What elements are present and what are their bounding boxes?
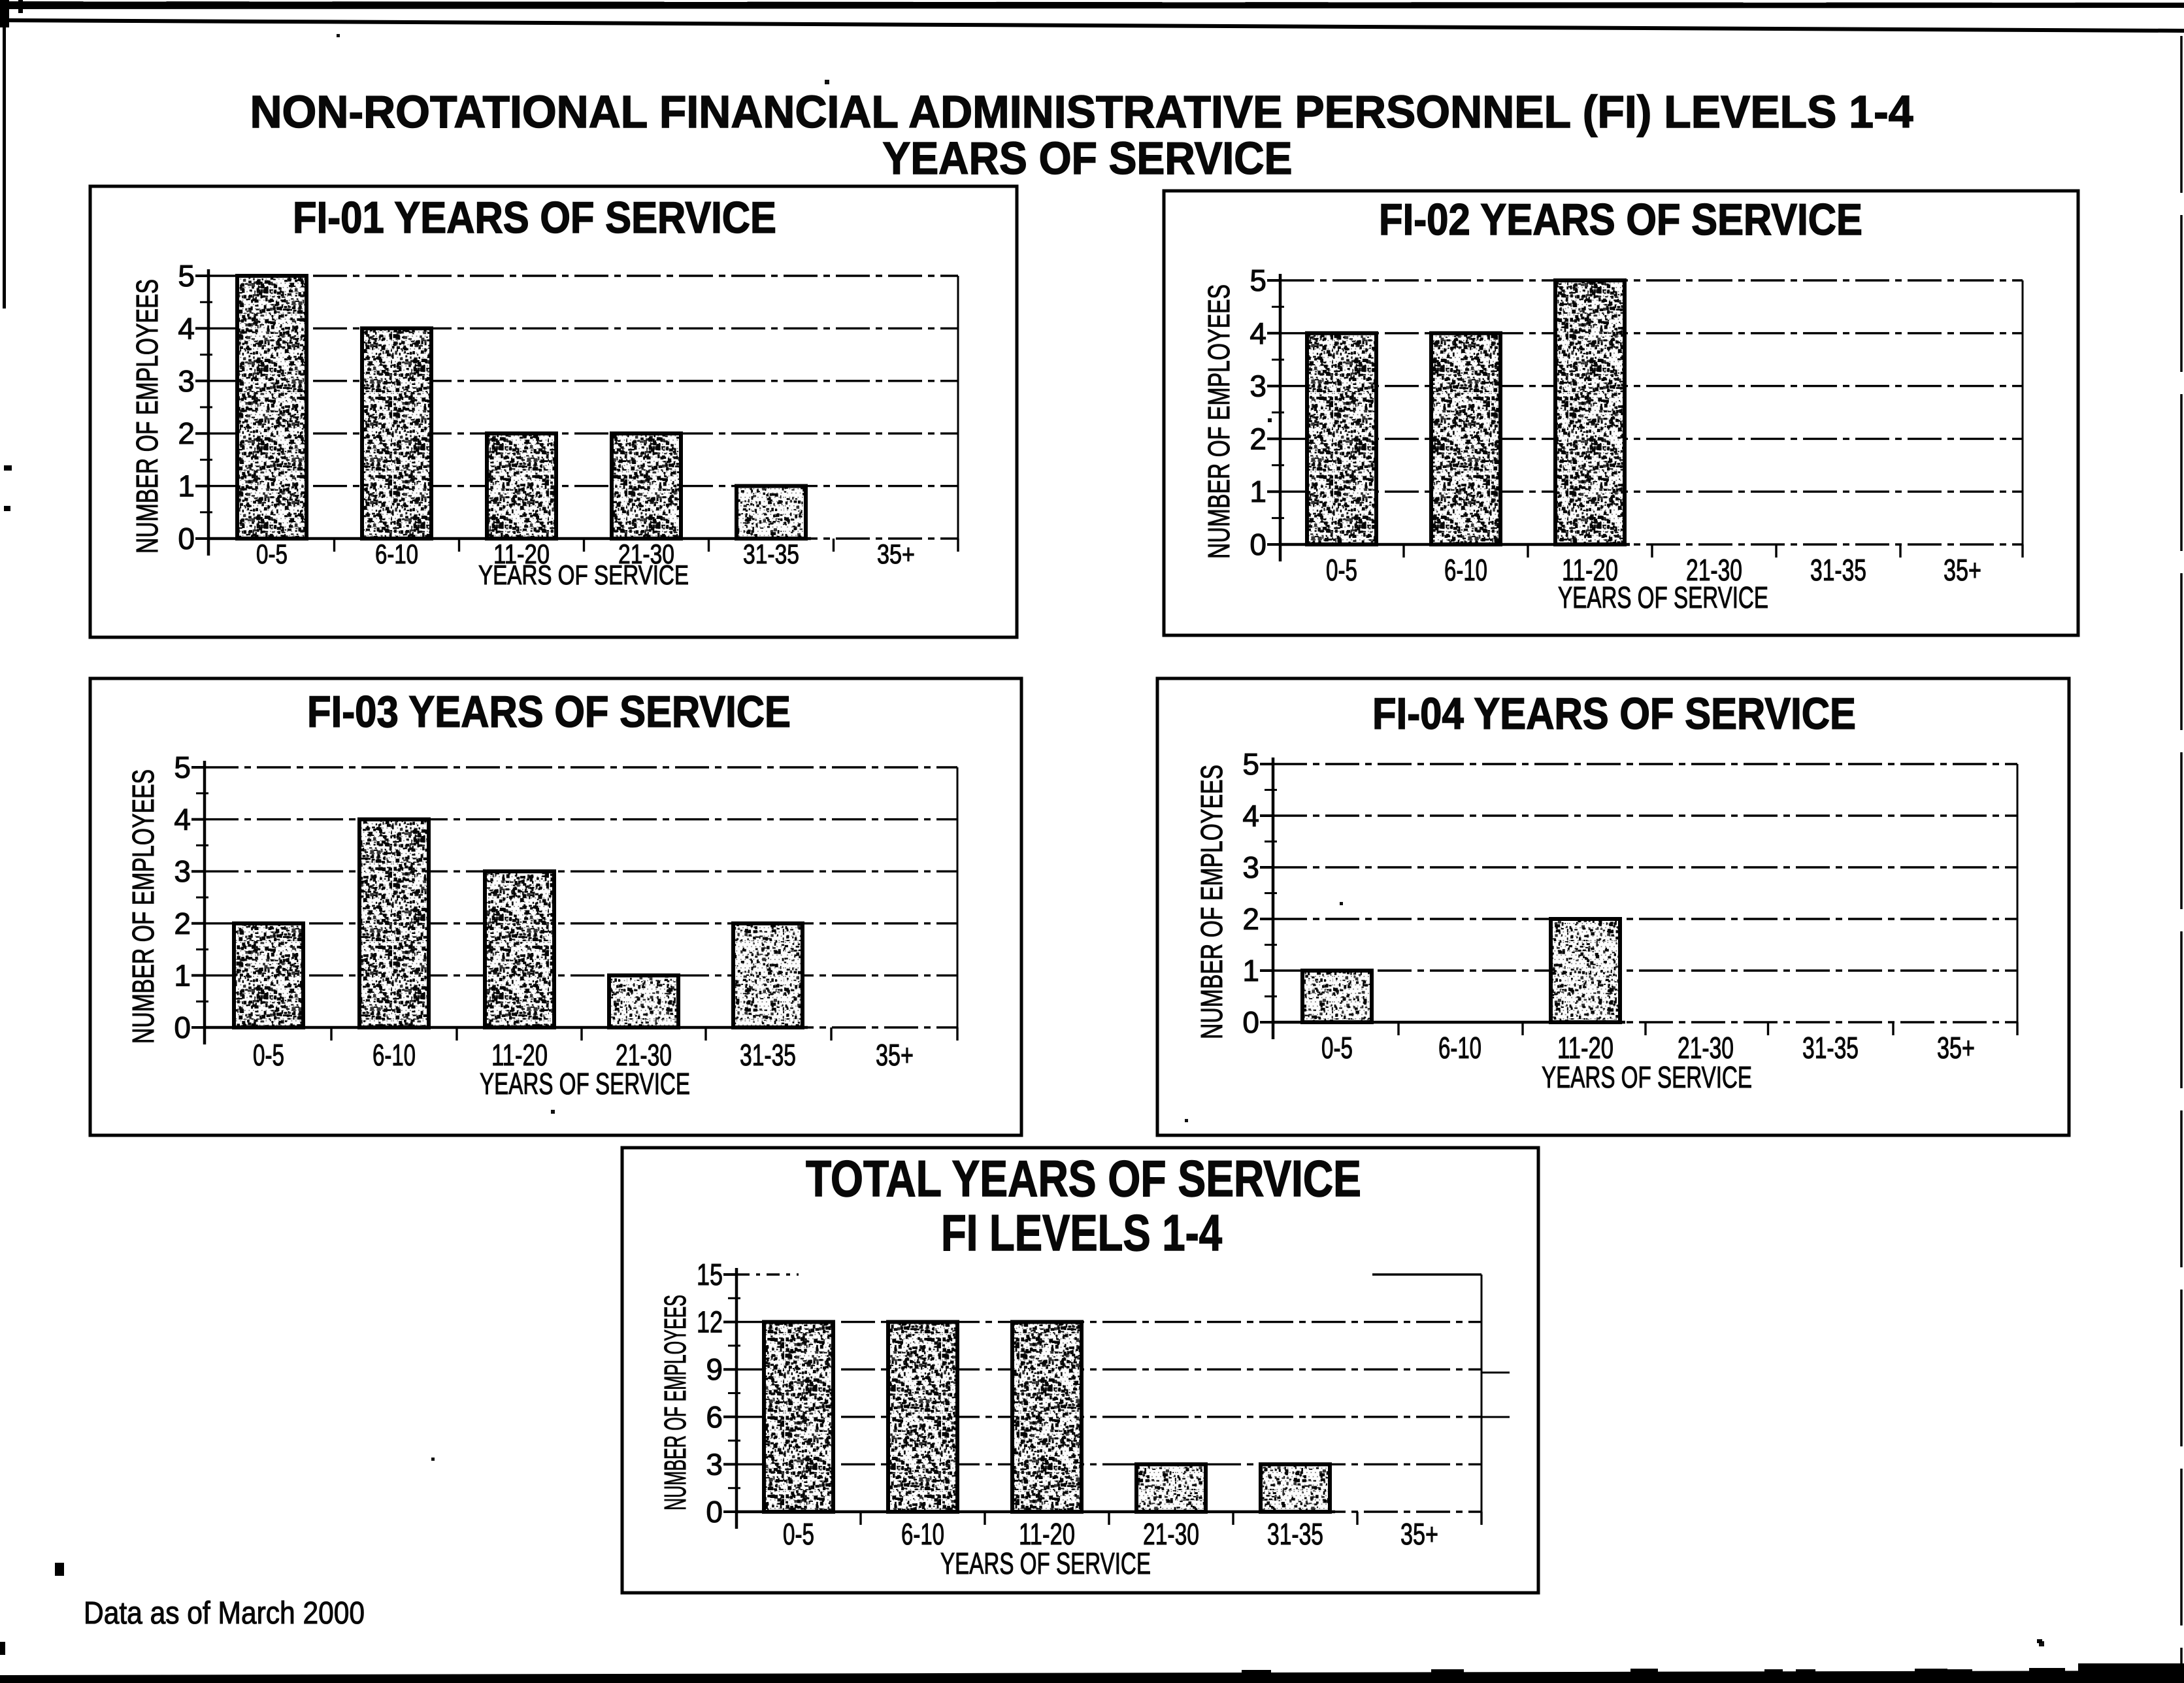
svg-text:35+: 35+ [1400,1517,1438,1551]
svg-text:NON-ROTATIONAL FINANCIAL ADMIN: NON-ROTATIONAL FINANCIAL ADMINISTRATIVE … [250,86,1913,137]
svg-text:YEARS OF SERVICE: YEARS OF SERVICE [1542,1060,1752,1094]
svg-text:4: 4 [174,803,191,837]
svg-text:Data as of March 2000: Data as of March 2000 [84,1596,365,1631]
svg-text:21-30: 21-30 [1686,553,1742,587]
svg-text:FI-04 YEARS OF SERVICE: FI-04 YEARS OF SERVICE [1372,689,1856,739]
svg-text:YEARS OF SERVICE: YEARS OF SERVICE [480,1067,690,1101]
svg-text:0: 0 [706,1495,723,1529]
svg-text:NUMBER OF EMPLOYEES: NUMBER OF EMPLOYEES [1195,765,1229,1039]
svg-text:TOTAL YEARS OF SERVICE: TOTAL YEARS OF SERVICE [806,1150,1361,1207]
svg-text:FI-01 YEARS OF SERVICE: FI-01 YEARS OF SERVICE [293,193,776,242]
svg-text:4: 4 [178,311,195,345]
svg-text:2: 2 [178,416,195,450]
svg-text:31-35: 31-35 [1267,1517,1323,1551]
svg-text:35+: 35+ [1937,1031,1975,1065]
svg-text:5: 5 [1249,263,1266,297]
svg-text:FI-02 YEARS OF SERVICE: FI-02 YEARS OF SERVICE [1379,195,1862,244]
svg-text:0-5: 0-5 [256,539,288,569]
svg-text:11-20: 11-20 [1557,1031,1613,1065]
svg-text:YEARS OF SERVICE: YEARS OF SERVICE [478,559,689,590]
svg-text:2: 2 [1242,902,1259,936]
svg-text:21-30: 21-30 [618,539,674,569]
svg-text:21-30: 21-30 [1143,1517,1199,1551]
svg-text:0-5: 0-5 [253,1038,284,1072]
svg-text:11-20: 11-20 [493,539,550,569]
svg-text:35+: 35+ [1944,553,1981,587]
svg-text:3: 3 [706,1447,723,1481]
svg-text:0-5: 0-5 [1326,553,1357,587]
svg-text:3: 3 [1242,850,1259,884]
svg-text:0-5: 0-5 [783,1517,814,1551]
svg-text:3: 3 [174,854,191,888]
svg-text:0: 0 [1249,527,1266,561]
svg-text:4: 4 [1249,316,1266,350]
svg-text:31-35: 31-35 [740,1038,796,1072]
svg-text:35+: 35+ [877,539,915,569]
svg-text:2: 2 [174,907,191,941]
svg-text:0: 0 [178,522,195,556]
svg-text:6-10: 6-10 [375,539,418,569]
svg-text:1: 1 [174,958,191,992]
svg-text:YEARS OF SERVICE: YEARS OF SERVICE [883,133,1293,184]
svg-text:21-30: 21-30 [1678,1031,1734,1065]
svg-text:2: 2 [1249,422,1266,456]
svg-text:3: 3 [178,364,195,398]
svg-text:11-20: 11-20 [1019,1517,1075,1551]
svg-text:11-20: 11-20 [1562,553,1618,587]
svg-text:6-10: 6-10 [372,1038,416,1072]
svg-text:1: 1 [1242,954,1259,988]
svg-text:31-35: 31-35 [1802,1031,1859,1065]
svg-text:5: 5 [174,750,191,784]
svg-text:0-5: 0-5 [1321,1031,1353,1065]
svg-text:FI-03 YEARS OF SERVICE: FI-03 YEARS OF SERVICE [307,687,791,737]
svg-text:3: 3 [1249,369,1266,403]
svg-text:YEARS OF SERVICE: YEARS OF SERVICE [1558,580,1768,614]
svg-text:4: 4 [1242,799,1259,833]
svg-text:11-20: 11-20 [491,1038,548,1072]
svg-text:5: 5 [1242,747,1259,781]
svg-text:5: 5 [178,259,195,293]
svg-text:6-10: 6-10 [901,1517,944,1551]
svg-text:FI LEVELS 1-4: FI LEVELS 1-4 [941,1204,1222,1261]
svg-text:12: 12 [697,1305,723,1339]
svg-text:1: 1 [1249,475,1266,508]
svg-text:NUMBER OF EMPLOYEES: NUMBER OF EMPLOYEES [130,279,164,554]
svg-text:NUMBER OF EMPLOYEES: NUMBER OF EMPLOYEES [126,769,160,1044]
svg-text:1: 1 [178,469,195,503]
svg-text:0: 0 [174,1010,191,1044]
svg-text:NUMBER OF EMPLOYEES: NUMBER OF EMPLOYEES [1202,284,1236,559]
svg-text:35+: 35+ [876,1038,914,1072]
svg-text:9: 9 [706,1352,723,1386]
svg-text:31-35: 31-35 [743,539,799,569]
svg-text:31-35: 31-35 [1810,553,1866,587]
svg-text:15: 15 [697,1258,723,1291]
svg-text:NUMBER OF EMPLOYEES: NUMBER OF EMPLOYEES [658,1295,692,1510]
svg-text:0: 0 [1242,1005,1259,1039]
svg-text:6-10: 6-10 [1444,553,1487,587]
svg-text:6-10: 6-10 [1438,1031,1481,1065]
svg-text:6: 6 [706,1400,723,1434]
svg-text:21-30: 21-30 [616,1038,672,1072]
svg-text:YEARS OF SERVICE: YEARS OF SERVICE [940,1546,1151,1580]
